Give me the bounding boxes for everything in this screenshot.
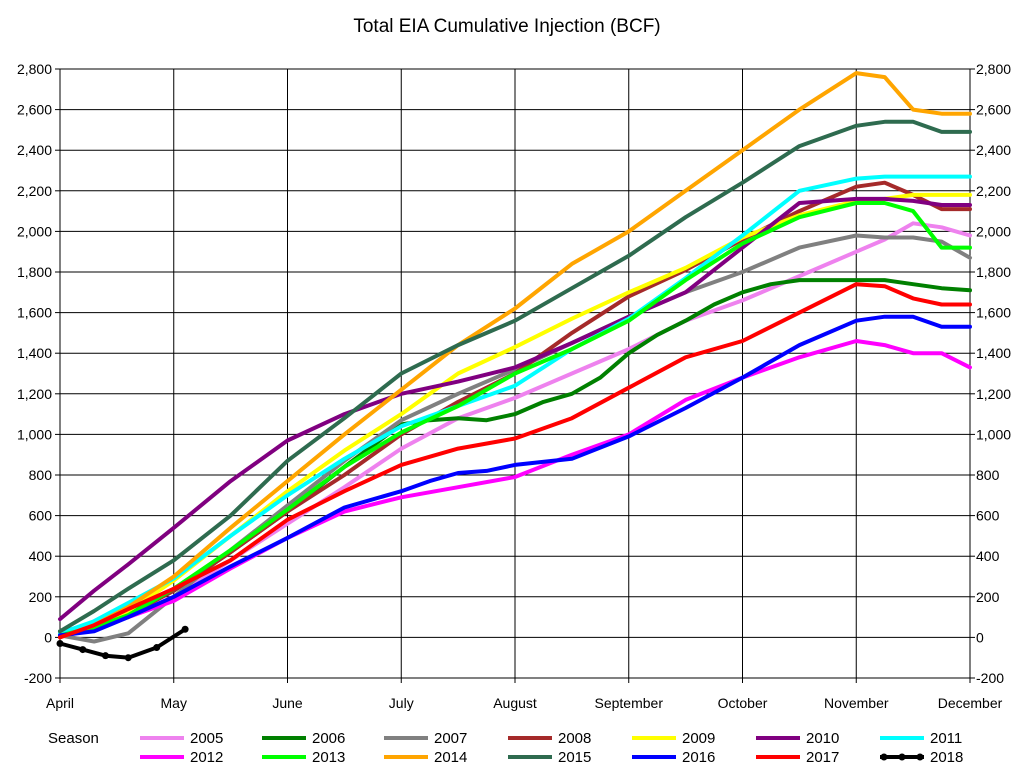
series-layer [56, 71, 972, 662]
y-tick-label-right: 1,600 [976, 305, 1011, 321]
y-tick-label-right: 800 [976, 467, 1000, 483]
legend-label-2014: 2014 [434, 749, 467, 764]
y-tick-label-right: 600 [976, 508, 1000, 524]
legend-label-2011: 2011 [930, 730, 962, 747]
series-point-2018 [153, 644, 161, 652]
series-line-2011 [58, 174, 972, 636]
y-tick-label-left: 2,000 [17, 223, 52, 239]
legend-label-2017: 2017 [806, 749, 839, 764]
y-tick-label-right: 2,200 [976, 183, 1011, 199]
series-point-2018 [79, 646, 87, 654]
series-line-2015 [58, 119, 972, 634]
plot-frame [59, 68, 971, 679]
y-tick-label-right: 200 [976, 589, 1000, 605]
legend-title: Season [48, 730, 99, 747]
axes: -200 -200 0 0 200 200 400 400 600 600 800 800 1,000 1… [17, 61, 1011, 711]
y-tick-label-left: 2,200 [17, 183, 52, 199]
y-tick-label-left: 1,200 [17, 386, 52, 402]
y-tick-label-left: 1,800 [17, 264, 52, 280]
legend-label-2015: 2015 [558, 749, 591, 764]
x-tick-label: October [718, 695, 768, 711]
series-point-2018 [181, 625, 189, 633]
series-line-2012 [58, 339, 972, 638]
legend-label-2012: 2012 [190, 749, 223, 764]
series-line-2010 [58, 196, 972, 622]
y-tick-label-right: 2,600 [976, 102, 1011, 118]
y-tick-label-left: 0 [44, 629, 52, 645]
y-tick-label-right: -200 [976, 670, 1004, 686]
legend-marker-2018 [880, 753, 888, 761]
x-tick-label: May [161, 695, 187, 711]
y-tick-label-left: 2,600 [17, 102, 52, 118]
y-tick-label-left: 1,400 [17, 345, 52, 361]
y-tick-label-right: 1,200 [976, 386, 1011, 402]
x-tick-label: December [938, 695, 1003, 711]
y-tick-label-right: 0 [976, 629, 984, 645]
legend-label-2018: 2018 [930, 749, 963, 764]
series-point-2018 [102, 652, 109, 660]
x-tick-label: June [272, 695, 303, 711]
legend: Season 2005 2006 2007 2008 2009 2010 2011 2012 20… [48, 730, 963, 764]
y-tick-label-right: 2,800 [976, 61, 1011, 77]
y-tick-label-left: 800 [29, 467, 53, 483]
x-tick-label: July [389, 695, 414, 711]
y-tick-label-right: 1,800 [976, 264, 1011, 280]
y-tick-label-right: 1,400 [976, 345, 1011, 361]
legend-label-2006: 2006 [312, 730, 345, 747]
y-tick-label-left: 1,000 [17, 426, 52, 442]
legend-label-2005: 2005 [190, 730, 223, 747]
legend-label-2009: 2009 [682, 730, 715, 747]
x-tick-label: September [595, 695, 664, 711]
series-point-2018 [56, 639, 64, 647]
legend-label-2010: 2010 [806, 730, 839, 747]
series-line-2016 [58, 314, 972, 638]
x-tick-label: August [493, 695, 537, 711]
y-tick-label-right: 2,000 [976, 223, 1011, 239]
y-tick-label-left: -200 [24, 670, 52, 686]
legend-marker-2018 [916, 753, 924, 761]
y-tick-label-right: 1,000 [976, 426, 1011, 442]
y-tick-label-left: 600 [29, 508, 53, 524]
y-tick-label-right: 400 [976, 548, 1000, 564]
y-tick-label-left: 1,600 [17, 305, 52, 321]
legend-marker-2018 [898, 753, 906, 761]
series-point-2018 [124, 654, 132, 662]
series-line-2018 [58, 627, 188, 660]
y-tick-label-left: 200 [29, 589, 53, 605]
y-tick-label-left: 2,400 [17, 142, 52, 158]
y-tick-label-right: 2,400 [976, 142, 1011, 158]
chart-title: Total EIA Cumulative Injection (BCF) [353, 16, 660, 37]
y-tick-label-left: 400 [29, 548, 53, 564]
x-tick-label: April [46, 695, 74, 711]
series-line-2014 [58, 71, 972, 640]
legend-label-2007: 2007 [434, 730, 467, 747]
legend-label-2008: 2008 [558, 730, 591, 747]
series-line-2017 [58, 282, 972, 640]
legend-label-2013: 2013 [312, 749, 345, 764]
x-tick-label: November [824, 695, 889, 711]
legend-label-2016: 2016 [682, 749, 715, 764]
y-tick-label-left: 2,800 [17, 61, 52, 77]
